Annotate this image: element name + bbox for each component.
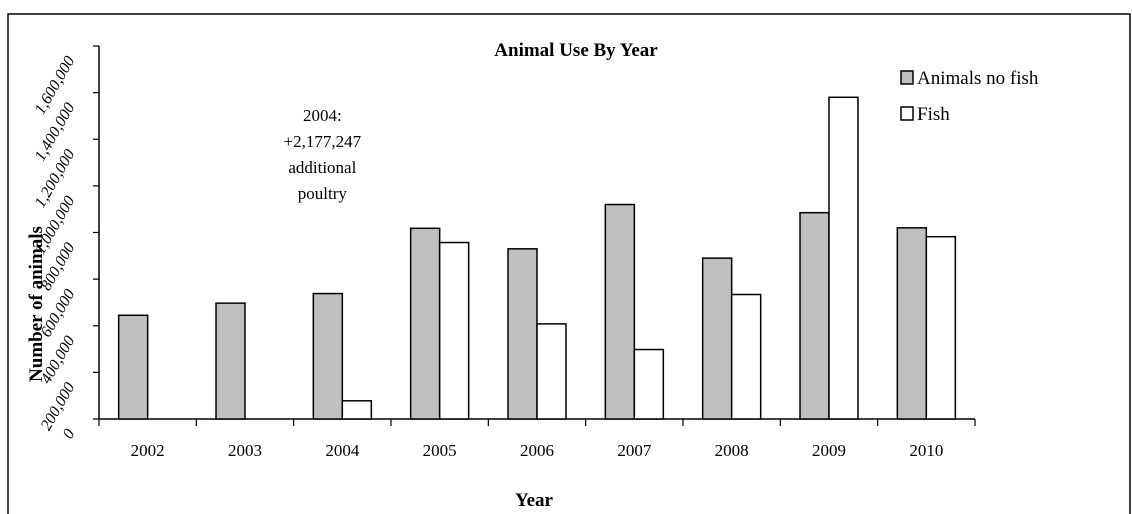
x-tick-label: 2008 bbox=[715, 441, 749, 460]
x-axis-title: Year bbox=[515, 490, 554, 511]
bar-animals-no-fish bbox=[409, 227, 441, 420]
bar-fish bbox=[438, 241, 470, 420]
chart-border bbox=[7, 13, 1131, 514]
bar-fish bbox=[730, 293, 762, 420]
legend-label: Fish bbox=[917, 104, 950, 125]
annotation-line: poultry bbox=[298, 184, 348, 203]
bar-fish bbox=[341, 400, 373, 420]
legend: Animals no fish Fish bbox=[900, 68, 1039, 125]
bar-animals-no-fish bbox=[312, 292, 344, 420]
x-tick-label: 2007 bbox=[617, 441, 652, 460]
y-axis-title: Number of animals bbox=[26, 226, 47, 382]
annotation-line: additional bbox=[288, 158, 356, 177]
bar-animals-no-fish bbox=[117, 314, 149, 420]
bar-animals-no-fish bbox=[701, 257, 733, 420]
x-tick-label: 2010 bbox=[909, 441, 943, 460]
bar-animals-no-fish bbox=[799, 211, 830, 420]
bar-animals-no-fish bbox=[896, 227, 928, 420]
chart-title: Animal Use By Year bbox=[494, 40, 658, 61]
x-tick-label: 2005 bbox=[423, 441, 457, 460]
legend-label: Animals no fish bbox=[917, 68, 1039, 89]
bar-animals-no-fish bbox=[507, 248, 538, 420]
bar-fish bbox=[633, 348, 665, 420]
x-tick-label: 2003 bbox=[228, 441, 262, 460]
bar-fish bbox=[536, 323, 567, 420]
x-tick-label: 2006 bbox=[520, 441, 554, 460]
x-tick-label: 2004 bbox=[325, 441, 360, 460]
legend-swatch bbox=[900, 106, 914, 121]
annotation: 2004: +2,177,247 additional poultry bbox=[284, 106, 362, 203]
bar-fish bbox=[828, 96, 859, 420]
x-tick-label: 2009 bbox=[812, 441, 846, 460]
x-tick-label: 2002 bbox=[131, 441, 165, 460]
annotation-line: 2004: bbox=[303, 106, 342, 125]
bar-animals-no-fish bbox=[215, 302, 246, 420]
annotation-line: +2,177,247 bbox=[284, 132, 362, 151]
bar-fish bbox=[925, 235, 957, 420]
bar-animals-no-fish bbox=[604, 203, 636, 420]
legend-swatch bbox=[900, 70, 914, 85]
